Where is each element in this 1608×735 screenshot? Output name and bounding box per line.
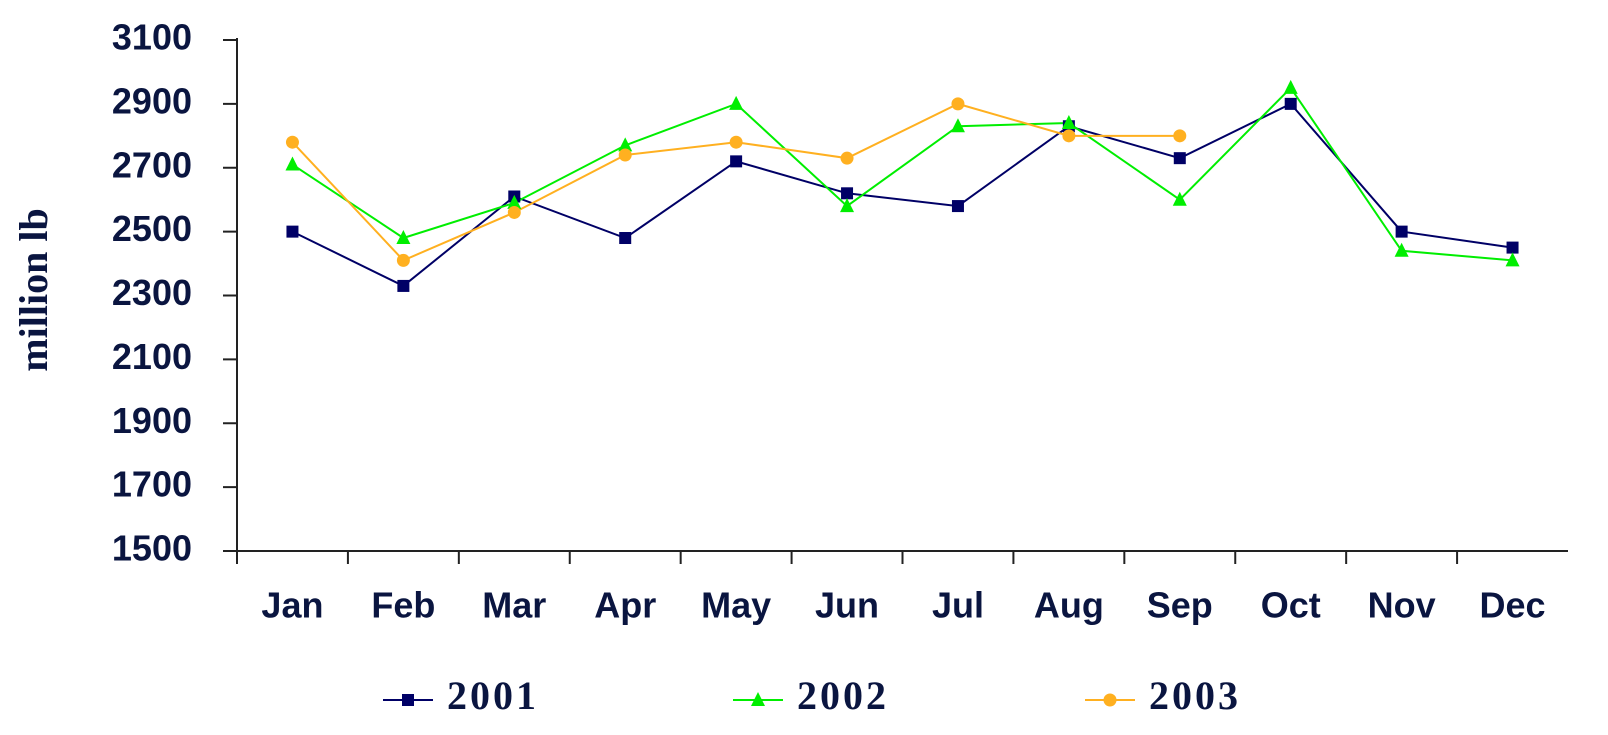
data-point [285, 156, 300, 171]
data-point [951, 200, 964, 213]
data-point [951, 97, 965, 111]
x-tick-label: Oct [1261, 585, 1321, 626]
y-tick-label: 2100 [112, 336, 192, 377]
legend-label: 2002 [797, 673, 889, 718]
data-point [1395, 225, 1408, 238]
y-tick-label: 2900 [112, 80, 192, 121]
x-tick-label: Jun [815, 585, 879, 626]
data-point [1061, 115, 1076, 130]
data-point [729, 135, 743, 149]
x-tick-label: Jul [932, 585, 984, 626]
data-point [1172, 191, 1187, 206]
series-line [292, 102, 1513, 288]
data-point [730, 155, 743, 168]
series-line [291, 102, 1180, 262]
legend-marker [402, 694, 414, 706]
y-tick-label: 1700 [112, 464, 192, 505]
series-line [291, 86, 1513, 262]
y-tick-label: 3100 [112, 17, 192, 58]
data-point [1506, 241, 1519, 254]
data-point [1284, 97, 1297, 110]
data-point [618, 137, 633, 152]
x-tick-label: Dec [1480, 585, 1546, 626]
x-tick-label: Sep [1147, 585, 1213, 626]
x-tick-label: Feb [371, 585, 435, 626]
data-point [507, 194, 522, 209]
data-point [286, 225, 299, 238]
legend-label: 2003 [1149, 673, 1241, 718]
data-point [729, 95, 744, 110]
data-point [285, 135, 299, 149]
y-tick-label: 2300 [112, 272, 192, 313]
data-point [397, 279, 410, 292]
x-tick-label: Nov [1368, 585, 1436, 626]
data-point [396, 253, 410, 267]
x-tick-label: Aug [1034, 585, 1104, 626]
data-point [1505, 252, 1520, 267]
x-tick-label: Mar [482, 585, 546, 626]
data-point [840, 198, 855, 213]
data-point [1173, 152, 1186, 165]
legend-marker [751, 692, 765, 706]
data-point [618, 148, 632, 162]
data-point [840, 151, 854, 165]
x-tick-label: Jan [261, 585, 323, 626]
data-point [950, 118, 965, 133]
y-tick-label: 2500 [112, 208, 192, 249]
legend-label: 2001 [447, 673, 539, 718]
y-tick-label: 2700 [112, 144, 192, 185]
legend-marker [1103, 693, 1117, 707]
data-point [1394, 242, 1409, 257]
data-point [619, 232, 632, 245]
x-tick-label: Apr [594, 585, 656, 626]
y-tick-label: 1900 [112, 400, 192, 441]
y-axis-label: million lb [11, 208, 56, 371]
data-point [507, 205, 521, 219]
data-point [841, 187, 854, 200]
data-point [1173, 129, 1187, 143]
data-point [396, 230, 411, 245]
x-tick-label: May [701, 585, 771, 626]
y-tick-label: 1500 [112, 528, 192, 569]
data-point [1062, 129, 1076, 143]
data-point [1283, 79, 1298, 94]
